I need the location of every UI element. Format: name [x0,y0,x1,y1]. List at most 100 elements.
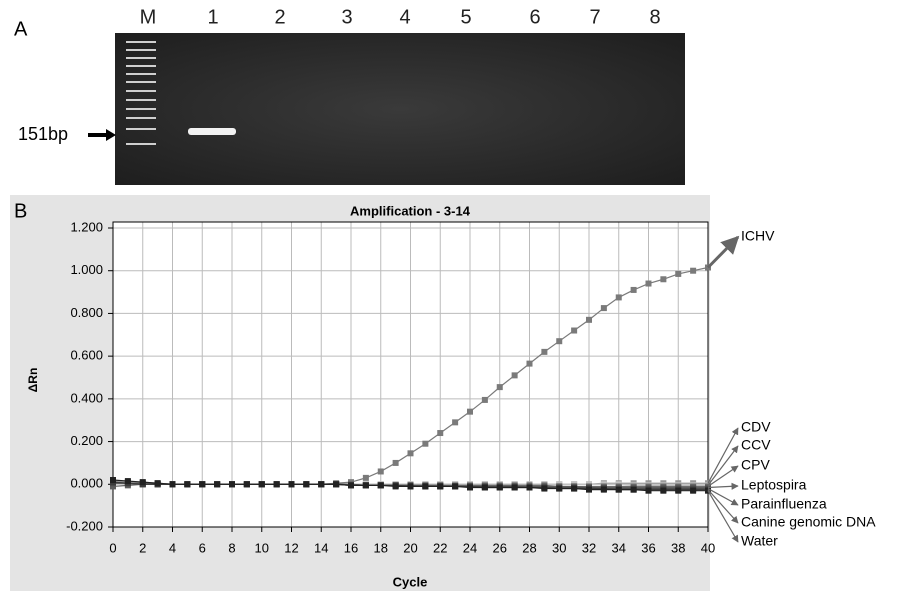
data-point [616,487,622,493]
data-point [140,479,146,485]
data-point [452,483,458,489]
x-tick-label: 18 [374,540,388,555]
marker-arrowhead [106,129,116,141]
data-point [437,430,443,436]
legend-label: Water [741,533,778,549]
figure: A 151bp M12345678 B Amplification - 3-14… [0,0,915,591]
legend-arrow [708,489,738,505]
chart-panel: B Amplification - 3-14 Cycle ΔRn [10,195,710,591]
legend-label: CPV [741,457,770,473]
x-tick-label: 38 [671,540,685,555]
x-tick-label: 40 [701,540,715,555]
legend-label: ICHV [741,228,775,244]
data-point [393,460,399,466]
legend-arrow [708,486,738,487]
data-point [378,468,384,474]
data-point [646,488,652,494]
data-point [601,305,607,311]
y-tick-label: 1.200 [70,219,103,234]
x-tick-label: 32 [582,540,596,555]
data-point [422,483,428,489]
data-point [452,419,458,425]
x-tick-label: 26 [493,540,507,555]
data-point [571,328,577,334]
data-point [393,483,399,489]
data-point [571,486,577,492]
data-point [437,483,443,489]
data-point [408,483,414,489]
lane-label: M [140,6,157,28]
y-tick-label: -0.200 [66,518,103,533]
data-point [631,487,637,493]
legend-arrow [708,466,738,486]
data-point [333,481,339,487]
data-point [690,268,696,274]
data-point [155,480,161,486]
lane-label: 7 [589,6,600,28]
data-point [541,486,547,492]
y-tick-label: 0.800 [70,305,103,320]
data-point [512,372,518,378]
data-point [586,317,592,323]
x-tick-label: 4 [169,540,176,555]
data-point [556,486,562,492]
y-tick-label: 0.200 [70,433,103,448]
data-point [482,484,488,490]
legend-label: CDV [741,419,771,435]
x-axis-label: Cycle [393,574,428,589]
data-point [616,294,622,300]
data-point [318,481,324,487]
data-point [170,481,176,487]
x-tick-label: 2 [139,540,146,555]
pcr-band [188,128,236,135]
data-point [408,450,414,456]
data-point [348,482,354,488]
data-point [422,441,428,447]
panel-label: B [14,200,27,222]
data-point [467,409,473,415]
lane-label: 3 [341,6,352,28]
data-point [527,484,533,490]
y-tick-label: 0.600 [70,348,103,363]
data-point [660,276,666,282]
y-tick-label: 0.400 [70,390,103,405]
x-tick-label: 6 [199,540,206,555]
x-tick-label: 28 [522,540,536,555]
data-point [646,281,652,287]
lane-label: 1 [207,6,218,28]
data-point [363,482,369,488]
data-point [378,482,384,488]
gel-image [115,33,685,185]
lane-label: 5 [460,6,471,28]
data-point [541,349,547,355]
x-tick-label: 12 [284,540,298,555]
data-point [289,481,295,487]
data-point [303,481,309,487]
data-point [363,475,369,481]
data-point [214,481,220,487]
data-point [125,478,131,484]
data-point [631,287,637,293]
lane-label: 2 [274,6,285,28]
data-point [184,481,190,487]
y-tick-label: 1.000 [70,262,103,277]
data-point [660,488,666,494]
data-point [556,338,562,344]
data-point [110,477,116,483]
data-point [601,487,607,493]
data-point [512,484,518,490]
legend-arrow [708,446,738,485]
legend-arrow [708,491,738,542]
panel-label: A [14,18,28,40]
legend-label: Parainfluenza [741,496,827,512]
legend-arrow [708,490,738,523]
x-tick-label: 0 [109,540,116,555]
data-point [675,488,681,494]
chart-title: Amplification - 3-14 [350,203,471,218]
y-axis-label: ΔRn [26,368,40,393]
x-tick-label: 8 [228,540,235,555]
data-point [690,488,696,494]
data-point [527,361,533,367]
